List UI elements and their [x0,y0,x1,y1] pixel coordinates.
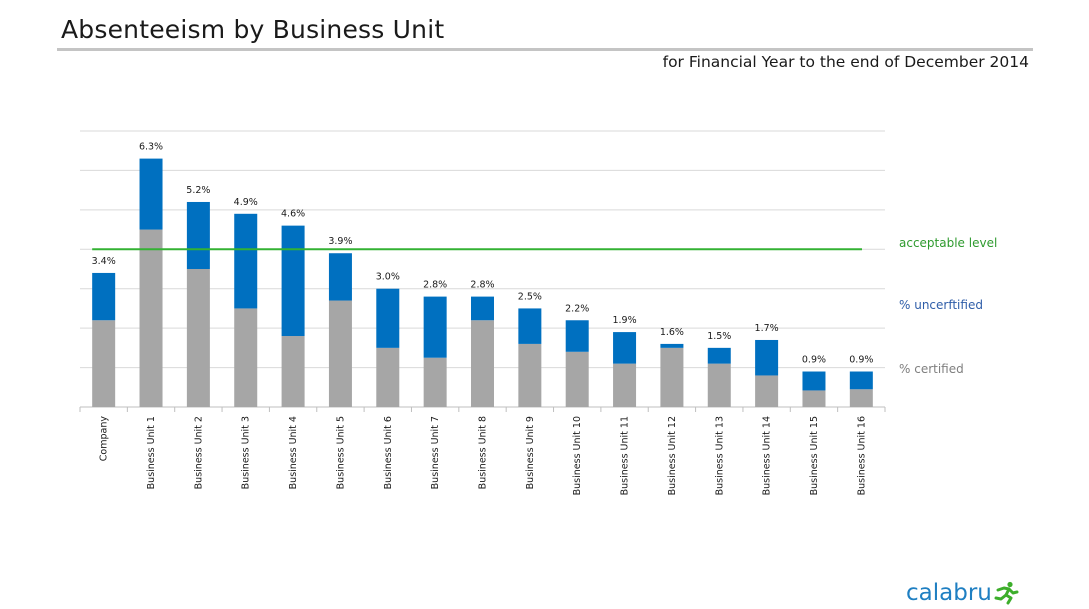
data-label: 2.8% [423,280,447,291]
x-tick-label: Business Unit 13 [714,416,725,495]
bar-uncertified [423,296,447,358]
bar-certified [423,357,447,407]
legend-certified: % certified [899,362,964,376]
bar-uncertified [281,225,305,337]
bar-uncertified [707,347,731,364]
data-label: 0.9% [802,355,826,366]
x-tick-label: Business Unit 15 [809,416,820,495]
data-label: 3.9% [328,236,352,247]
chart-bars [92,158,873,407]
bar-certified [139,229,163,407]
data-label: 6.3% [139,142,163,153]
data-label: 4.6% [281,209,305,220]
bar-uncertified [660,343,684,348]
data-label: 1.7% [755,323,779,334]
x-tick-label: Business Unit 12 [667,416,678,495]
data-label: 1.6% [660,327,684,338]
bar-uncertified [613,332,637,364]
bar-certified [565,351,589,407]
running-figure-icon [994,581,1019,605]
bar-uncertified [849,371,873,390]
bar-certified [186,269,210,407]
x-tick-label: Business Unit 14 [762,416,773,495]
bar-uncertified [565,320,589,352]
x-tick-label: Business Unit 16 [856,416,867,495]
bar-certified [802,390,826,407]
title-divider [57,48,1033,51]
bar-certified [707,363,731,407]
bar-certified [660,347,684,407]
bar-uncertified [518,308,542,344]
x-tick-label: Company [99,416,110,462]
bar-certified [234,308,258,407]
x-tick-label: Business Unit 5 [335,416,346,489]
data-label: 5.2% [186,185,210,196]
bar-certified [518,343,542,407]
data-label: 1.5% [707,331,731,342]
chart-data-labels: 3.4% 6.3% 5.2% 4.9% 4.6% 3.9% 3.0% 2.8% 2.8% 2.5%… [92,142,874,366]
x-tick-label: Business Unit 8 [478,416,489,489]
data-label: 2.5% [518,291,542,302]
data-label: 4.9% [234,197,258,208]
bar-uncertified [328,253,352,301]
bar-certified [755,375,779,407]
x-tick-label: Business Unit 3 [241,416,252,489]
bar-certified [613,363,637,407]
x-tick-label: Business Unit 9 [525,416,536,489]
x-tick-label: Business Unit 11 [620,416,631,495]
calabru-logo: calabru [906,580,1019,606]
bar-uncertified [471,296,494,321]
bar-certified [328,300,352,407]
x-tick-label: Business Unit 1 [146,416,157,489]
data-label: 1.9% [612,315,636,326]
bar-certified [849,389,873,407]
data-label: 3.4% [92,256,116,267]
bar-uncertified [139,158,163,230]
bar-uncertified [92,272,116,321]
page-title: Absenteeism by Business Unit [61,15,445,44]
x-tick-label: Business Unit 10 [572,416,583,495]
legend-acceptable-level: acceptable level [899,236,998,250]
bar-certified [471,320,494,407]
bar-certified [92,320,116,407]
bar-uncertified [234,213,258,309]
bar-uncertified [802,371,826,391]
bar-certified [281,336,305,407]
logo-text: calabru [906,580,992,606]
x-tick-label: Business Unit 6 [383,416,394,489]
bar-uncertified [755,339,779,376]
data-label: 2.8% [470,280,494,291]
x-tick-label: Business Unit 2 [193,416,204,489]
data-label: 2.2% [565,303,589,314]
bar-uncertified [376,288,400,348]
data-label: 0.9% [849,355,873,366]
bar-certified [376,347,400,407]
data-label: 3.0% [376,272,400,283]
page-subtitle: for Financial Year to the end of Decembe… [662,53,1029,71]
x-tick-label: Business Unit 7 [430,416,441,489]
bar-uncertified [186,201,210,269]
legend-uncertified: % uncerftified [899,298,983,312]
x-tick-label: Business Unit 4 [288,416,299,489]
chart-x-axis: Company Business Unit 1 Business Unit 2 Bus… [79,407,886,495]
